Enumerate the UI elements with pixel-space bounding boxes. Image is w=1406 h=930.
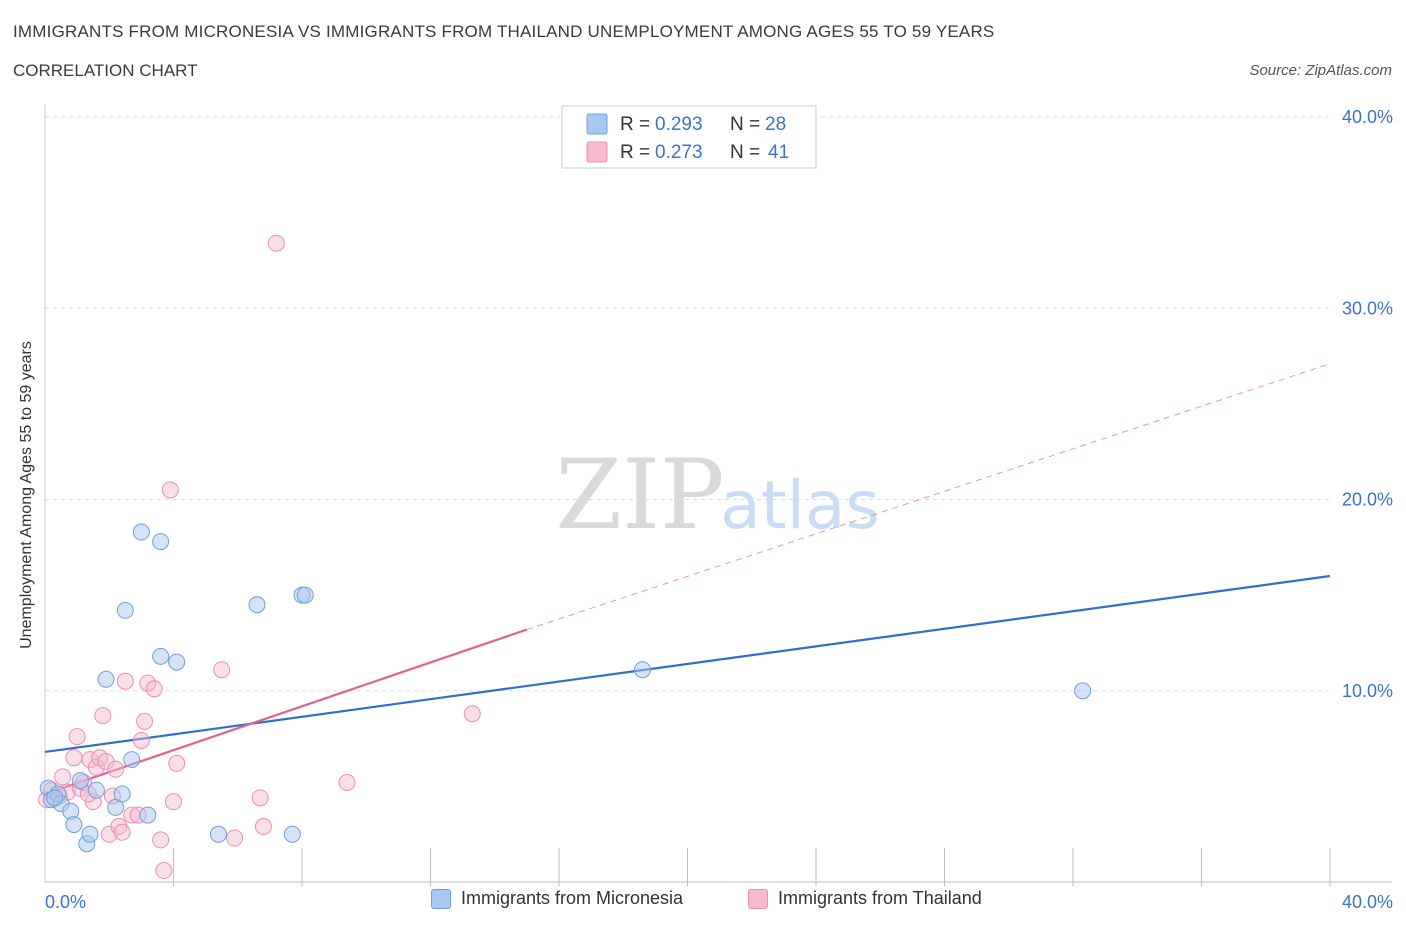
point-thailand [213, 661, 231, 679]
axes [44, 104, 1392, 886]
stats-n-value-micronesia: 28 [765, 114, 786, 135]
x-tick-label-min: 0.0% [45, 892, 86, 912]
point-thailand [139, 674, 157, 692]
point-thailand [54, 768, 72, 786]
stats-r-value-micronesia: 0.293 [655, 114, 703, 135]
watermark: ZIP atlas [555, 439, 879, 551]
stats-r-label-thailand: R = [620, 142, 650, 163]
point-thailand [338, 774, 356, 792]
legend-item-thailand: Immigrants from Thailand [748, 888, 982, 909]
point-thailand [113, 823, 131, 841]
point-micronesia [168, 653, 186, 671]
stats-n-label-micronesia: N = [730, 114, 760, 135]
point-micronesia [116, 601, 134, 619]
legend-label-thailand: Immigrants from Thailand [778, 888, 982, 908]
point-thailand [87, 758, 105, 776]
point-thailand [107, 760, 125, 778]
stats-n-label-thailand: N = [730, 142, 760, 163]
bottom-legend: Immigrants from Micronesia Immigrants fr… [0, 888, 1406, 916]
point-micronesia [132, 523, 150, 541]
y-tick-label: 20.0% [1342, 490, 1393, 510]
stats-swatch-thailand [586, 141, 608, 163]
point-thailand [152, 831, 170, 849]
trend-line-micronesia [44, 574, 1331, 754]
point-thailand [132, 731, 150, 749]
point-micronesia [81, 825, 99, 843]
y-tick-label: 10.0% [1342, 681, 1393, 701]
point-micronesia [65, 816, 83, 834]
point-thailand [110, 818, 128, 836]
point-micronesia [248, 596, 266, 614]
point-micronesia [209, 825, 227, 843]
watermark-atlas: atlas [720, 467, 880, 544]
point-thailand [65, 749, 83, 767]
stats-r-label-micronesia: R = [620, 114, 650, 135]
point-micronesia [283, 825, 301, 843]
chart-subtitle: CORRELATION CHART [13, 61, 198, 80]
point-micronesia [113, 785, 131, 803]
point-thailand [145, 680, 163, 698]
stats-legend: R = 0.293 N = 28 R = 0.273 N = 41 [561, 105, 817, 169]
stats-swatch-micronesia [586, 113, 608, 135]
stats-r-value-thailand: 0.273 [655, 142, 703, 163]
point-thailand [463, 705, 481, 723]
source-label: Source: ZipAtlas.com [1249, 62, 1392, 79]
point-micronesia [87, 781, 105, 799]
point-thailand [254, 818, 272, 836]
trend-lines [44, 363, 1331, 796]
legend-swatch-micronesia [431, 888, 451, 909]
point-thailand [168, 754, 186, 772]
watermark-zip: ZIP [555, 439, 724, 551]
point-thailand [68, 728, 86, 746]
point-micronesia [296, 586, 314, 604]
trend-line-thailand-extension [526, 363, 1331, 631]
point-thailand [116, 672, 134, 690]
legend-item-micronesia: Immigrants from Micronesia [431, 888, 683, 909]
stats-n-value-thailand: 41 [768, 142, 789, 163]
x-tick-label-max: 40.0% [1342, 892, 1393, 912]
point-thailand [251, 789, 269, 807]
point-micronesia [634, 661, 652, 679]
point-thailand [165, 793, 182, 811]
y-tick-label: 30.0% [1342, 298, 1393, 318]
point-micronesia [123, 751, 141, 769]
tick-labels: 10.0% 20.0% 30.0% 40.0% 0.0% 40.0% [45, 107, 1393, 912]
point-micronesia [46, 789, 64, 807]
point-thailand [136, 712, 154, 730]
point-thailand [226, 829, 244, 847]
point-thailand [94, 707, 112, 725]
point-micronesia [152, 647, 170, 665]
point-micronesia [152, 533, 170, 551]
gridlines [45, 116, 1330, 692]
legend-swatch-thailand [748, 888, 768, 909]
trend-line-thailand [44, 628, 528, 796]
point-micronesia [97, 670, 115, 688]
chart-title: IMMIGRANTS FROM MICRONESIA VS IMMIGRANTS… [13, 22, 995, 41]
point-thailand [267, 234, 285, 252]
point-thailand [161, 481, 179, 499]
legend-label-micronesia: Immigrants from Micronesia [461, 888, 684, 908]
y-tick-label: 40.0% [1342, 107, 1393, 127]
point-thailand [155, 862, 173, 880]
data-points [38, 234, 1092, 880]
point-micronesia [1074, 682, 1092, 700]
point-micronesia [139, 806, 157, 824]
point-micronesia [71, 772, 89, 790]
